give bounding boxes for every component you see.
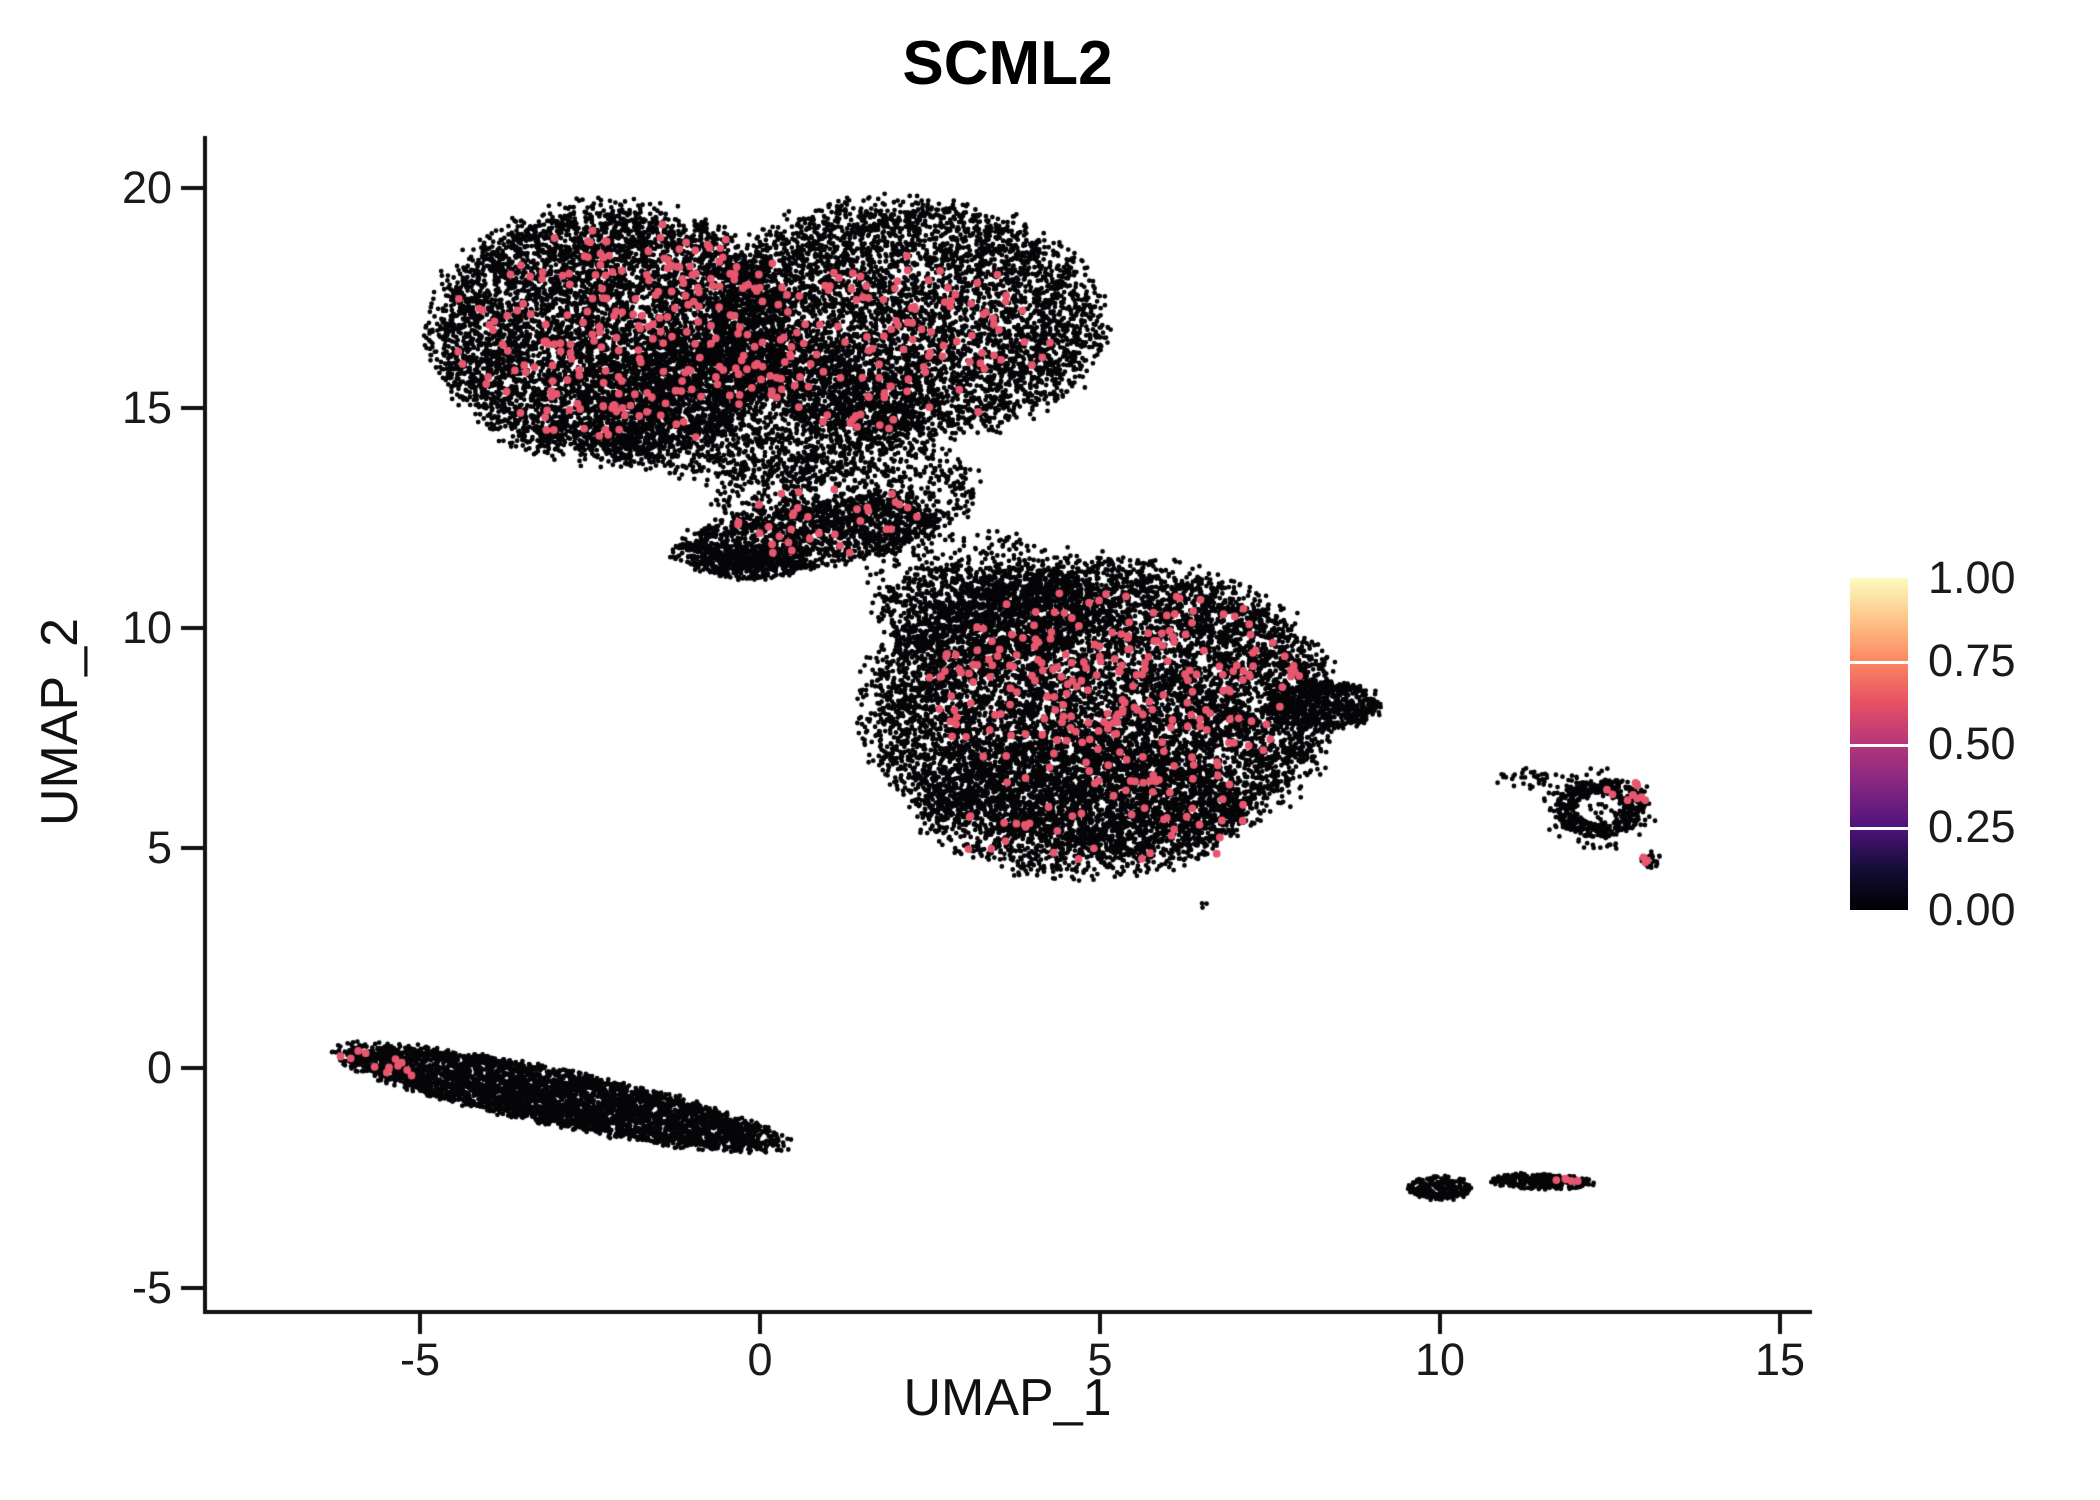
x-tick-label: 15 <box>1754 1334 1806 1385</box>
y-tick-label: -5 <box>131 1262 172 1313</box>
x-tick-label: 5 <box>1087 1334 1113 1385</box>
x-axis-label: UMAP_1 <box>903 1369 1112 1427</box>
colorbar-tick <box>1850 827 1908 830</box>
y-tick-label: 5 <box>146 822 172 873</box>
y-tick-label: 0 <box>146 1042 172 1093</box>
colorbar-tick <box>1850 744 1908 747</box>
y-tick-label: 15 <box>121 382 172 433</box>
colorbar-label: 1.00 <box>1928 552 2016 603</box>
x-tick-label: 10 <box>1414 1334 1466 1385</box>
x-tick-label: 0 <box>747 1334 773 1385</box>
colorbar-label: 0.00 <box>1928 884 2016 935</box>
colorbar-tick <box>1850 661 1908 664</box>
y-tick-label: 20 <box>121 162 172 213</box>
colorbar-label: 0.75 <box>1928 635 2016 686</box>
colorbar-gradient <box>1850 578 1908 910</box>
plot-title: SCML2 <box>902 29 1113 98</box>
x-tick-label: -5 <box>399 1334 441 1385</box>
colorbar-label: 0.25 <box>1928 801 2016 852</box>
colorbar-label: 0.50 <box>1928 718 2016 769</box>
y-tick-label: 10 <box>121 602 172 653</box>
